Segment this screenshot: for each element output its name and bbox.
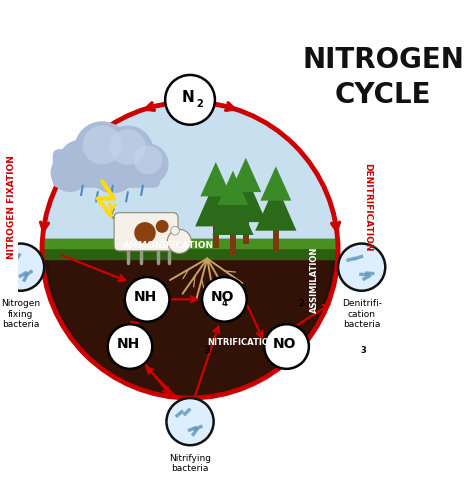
Polygon shape: [191, 427, 199, 437]
Text: CYCLE: CYCLE: [335, 81, 431, 109]
Polygon shape: [42, 239, 338, 248]
Polygon shape: [195, 179, 237, 226]
Circle shape: [202, 277, 246, 322]
Circle shape: [264, 324, 309, 369]
Polygon shape: [187, 426, 198, 432]
Polygon shape: [49, 255, 331, 395]
Polygon shape: [359, 273, 369, 277]
Text: NO: NO: [273, 337, 297, 351]
Circle shape: [88, 144, 137, 193]
Polygon shape: [175, 409, 184, 418]
FancyBboxPatch shape: [114, 212, 178, 251]
Text: N: N: [182, 90, 195, 105]
Circle shape: [156, 220, 169, 233]
Polygon shape: [6, 255, 14, 264]
Circle shape: [128, 144, 169, 185]
Circle shape: [125, 277, 169, 322]
Text: Nitrifying
bacteria: Nitrifying bacteria: [169, 454, 211, 473]
Polygon shape: [354, 255, 364, 261]
Text: NO: NO: [211, 290, 235, 304]
Circle shape: [102, 126, 154, 177]
Polygon shape: [230, 158, 261, 192]
Text: 2: 2: [196, 99, 203, 109]
Polygon shape: [18, 271, 28, 279]
Text: 4: 4: [221, 299, 228, 308]
Polygon shape: [42, 102, 338, 250]
Polygon shape: [365, 272, 374, 275]
Polygon shape: [13, 253, 22, 263]
Polygon shape: [260, 166, 292, 201]
Polygon shape: [212, 188, 254, 235]
Bar: [243, 220, 249, 243]
Circle shape: [58, 140, 103, 184]
Circle shape: [134, 145, 163, 174]
Text: ASSIMILATION: ASSIMILATION: [310, 247, 319, 313]
Circle shape: [167, 229, 191, 254]
Polygon shape: [42, 239, 338, 259]
Circle shape: [51, 153, 89, 192]
Text: 2: 2: [299, 299, 304, 308]
Polygon shape: [346, 257, 356, 262]
Polygon shape: [362, 274, 372, 281]
Circle shape: [171, 226, 179, 235]
Text: NH: NH: [117, 337, 140, 351]
Text: Denitrifi-
cation
bacteria: Denitrifi- cation bacteria: [342, 299, 382, 329]
Text: 3: 3: [204, 346, 210, 355]
Text: NITROGEN: NITROGEN: [302, 46, 464, 74]
Text: 3: 3: [361, 346, 367, 355]
Text: Nitrogen
fixing
bacteria: Nitrogen fixing bacteria: [1, 299, 40, 329]
Circle shape: [165, 75, 215, 125]
Polygon shape: [22, 273, 29, 283]
Circle shape: [166, 398, 214, 445]
Text: NH: NH: [134, 290, 157, 304]
FancyBboxPatch shape: [53, 149, 160, 188]
Bar: [213, 224, 219, 248]
Polygon shape: [24, 270, 34, 277]
Polygon shape: [225, 175, 266, 222]
Circle shape: [338, 243, 385, 291]
Circle shape: [74, 121, 130, 177]
Circle shape: [108, 324, 152, 369]
Polygon shape: [218, 171, 248, 205]
Text: NITROGEN FIXATION: NITROGEN FIXATION: [8, 155, 17, 259]
Polygon shape: [255, 183, 296, 230]
Circle shape: [82, 125, 122, 164]
Polygon shape: [201, 162, 231, 196]
Circle shape: [134, 222, 156, 243]
Bar: [230, 233, 236, 257]
Text: NITRIFICATION: NITRIFICATION: [207, 338, 276, 347]
Polygon shape: [193, 424, 203, 431]
Polygon shape: [42, 250, 338, 398]
Text: AMMONIFICATION: AMMONIFICATION: [123, 241, 214, 250]
Polygon shape: [182, 407, 191, 416]
Bar: [273, 228, 279, 252]
Circle shape: [110, 129, 146, 165]
Circle shape: [0, 243, 44, 291]
Text: DENITRIFICATION: DENITRIFICATION: [364, 163, 373, 252]
